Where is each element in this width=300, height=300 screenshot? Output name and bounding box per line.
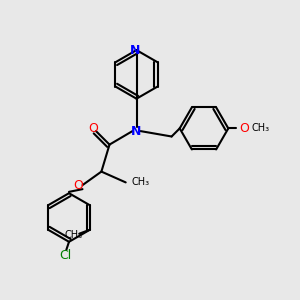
Text: CH₃: CH₃ <box>251 123 269 134</box>
Text: N: N <box>131 124 142 138</box>
Text: O: O <box>239 122 249 135</box>
Text: CH₃: CH₃ <box>131 177 149 188</box>
Text: CH₃: CH₃ <box>65 230 83 240</box>
Text: Cl: Cl <box>59 249 71 262</box>
Text: O: O <box>88 122 98 135</box>
Text: N: N <box>130 44 140 57</box>
Text: O: O <box>74 178 83 192</box>
